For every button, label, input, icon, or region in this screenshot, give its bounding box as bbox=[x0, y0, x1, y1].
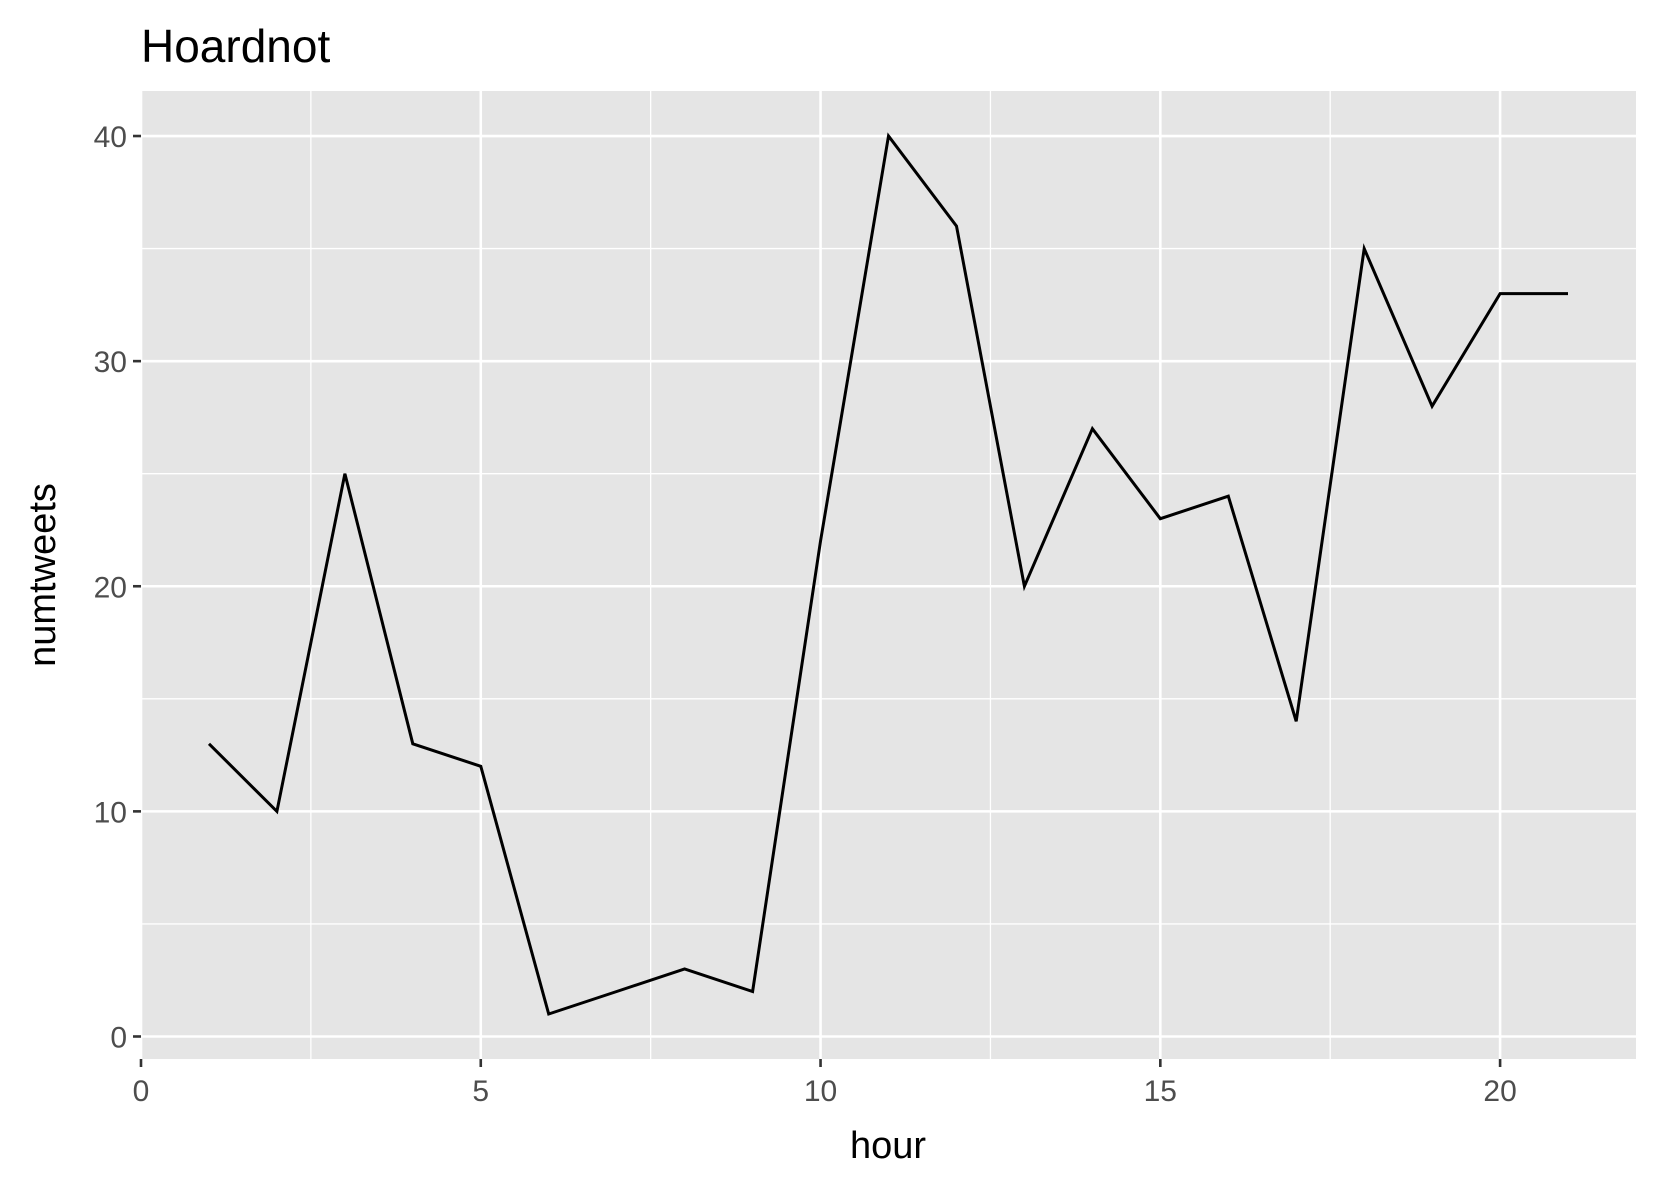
x-tick-label: 15 bbox=[1144, 1075, 1177, 1108]
chart-title: Hoardnot bbox=[141, 20, 330, 72]
y-tick-label: 10 bbox=[94, 796, 127, 829]
series-line bbox=[207, 132, 1568, 1016]
x-tick-label: 20 bbox=[1483, 1075, 1516, 1108]
x-tick-label: 5 bbox=[472, 1075, 489, 1108]
grid-minor bbox=[141, 91, 1636, 1059]
y-axis-title: numtweets bbox=[22, 483, 64, 667]
x-tick-label: 0 bbox=[133, 1075, 150, 1108]
axes-layer: 0 5 10 15 20 0 10 20 30 40 bbox=[94, 121, 1517, 1108]
series-layer bbox=[207, 132, 1568, 1016]
plot-panel bbox=[141, 91, 1636, 1059]
x-axis-title: hour bbox=[850, 1125, 926, 1167]
y-tick-label: 0 bbox=[110, 1021, 127, 1054]
y-tick-label: 20 bbox=[94, 571, 127, 604]
y-tick-label: 40 bbox=[94, 121, 127, 154]
y-tick-label: 30 bbox=[94, 346, 127, 379]
x-tick-label: 10 bbox=[804, 1075, 837, 1108]
